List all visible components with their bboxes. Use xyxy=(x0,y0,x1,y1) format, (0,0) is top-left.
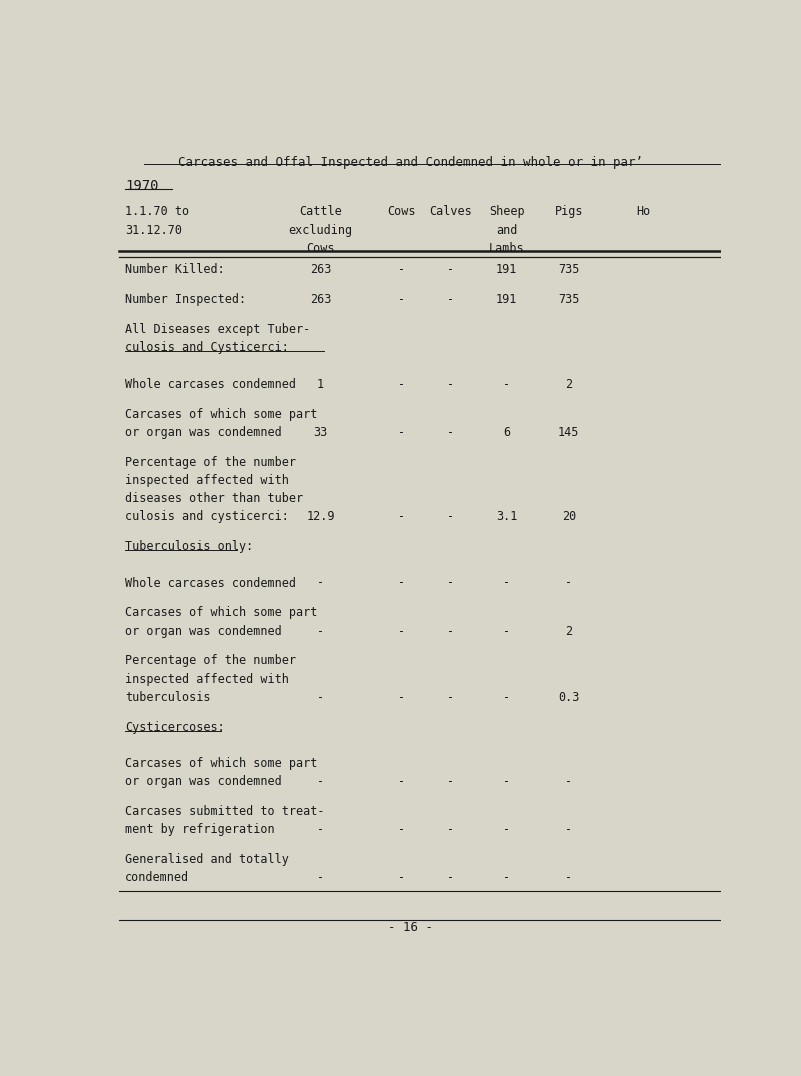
Text: -: - xyxy=(447,510,454,523)
Text: 33: 33 xyxy=(313,426,328,439)
Text: -: - xyxy=(566,823,573,836)
Text: -: - xyxy=(503,624,510,638)
Text: -: - xyxy=(503,823,510,836)
Text: -: - xyxy=(397,264,405,277)
Text: -: - xyxy=(503,776,510,789)
Text: Cows: Cows xyxy=(387,206,416,218)
Text: 1.1.70 to: 1.1.70 to xyxy=(125,206,189,218)
Text: inspected affected with: inspected affected with xyxy=(125,473,289,486)
Text: -: - xyxy=(397,823,405,836)
Text: Carcases of which some part: Carcases of which some part xyxy=(125,607,317,620)
Text: 31.12.70: 31.12.70 xyxy=(125,224,182,237)
Text: -: - xyxy=(317,624,324,638)
Text: Whole carcases condemned: Whole carcases condemned xyxy=(125,378,296,391)
Text: -: - xyxy=(447,426,454,439)
Text: Tuberculosis only:: Tuberculosis only: xyxy=(125,540,253,553)
Text: -: - xyxy=(397,691,405,704)
Text: tuberculosis: tuberculosis xyxy=(125,691,211,704)
Text: -: - xyxy=(397,510,405,523)
Text: -: - xyxy=(397,426,405,439)
Text: -: - xyxy=(447,577,454,590)
Text: -: - xyxy=(447,264,454,277)
Text: Percentage of the number: Percentage of the number xyxy=(125,455,296,468)
Text: 145: 145 xyxy=(558,426,579,439)
Text: or organ was condemned: or organ was condemned xyxy=(125,624,282,638)
Text: -: - xyxy=(447,624,454,638)
Text: -: - xyxy=(503,577,510,590)
Text: -: - xyxy=(566,577,573,590)
Text: 3.1: 3.1 xyxy=(496,510,517,523)
Text: 735: 735 xyxy=(558,264,579,277)
Text: 191: 191 xyxy=(496,264,517,277)
Text: ment by refrigeration: ment by refrigeration xyxy=(125,823,275,836)
Text: 735: 735 xyxy=(558,293,579,307)
Text: culosis and cysticerci:: culosis and cysticerci: xyxy=(125,510,289,523)
Text: Percentage of the number: Percentage of the number xyxy=(125,654,296,667)
Text: Calves: Calves xyxy=(429,206,473,218)
Text: -: - xyxy=(397,577,405,590)
Text: -: - xyxy=(447,293,454,307)
Text: -: - xyxy=(566,776,573,789)
Text: -: - xyxy=(447,691,454,704)
Text: Cattle: Cattle xyxy=(299,206,342,218)
Text: -: - xyxy=(447,872,454,884)
Text: 20: 20 xyxy=(562,510,576,523)
Text: -: - xyxy=(397,776,405,789)
Text: or organ was condemned: or organ was condemned xyxy=(125,426,282,439)
Text: -: - xyxy=(503,691,510,704)
Text: excluding: excluding xyxy=(288,224,352,237)
Text: Cysticercoses:: Cysticercoses: xyxy=(125,721,225,734)
Text: -: - xyxy=(397,293,405,307)
Text: 1970: 1970 xyxy=(125,179,159,193)
Text: -: - xyxy=(503,872,510,884)
Text: Lambs: Lambs xyxy=(489,242,525,255)
Text: -: - xyxy=(397,624,405,638)
Text: and: and xyxy=(496,224,517,237)
Text: Generalised and totally: Generalised and totally xyxy=(125,853,289,866)
Text: All Diseases except Tuber-: All Diseases except Tuber- xyxy=(125,323,310,336)
Text: 0.3: 0.3 xyxy=(558,691,579,704)
Text: Cows: Cows xyxy=(306,242,335,255)
Text: Carcases submitted to treat-: Carcases submitted to treat- xyxy=(125,805,324,818)
Text: 263: 263 xyxy=(310,264,331,277)
Text: -: - xyxy=(397,378,405,391)
Text: 2: 2 xyxy=(566,624,573,638)
Text: -: - xyxy=(397,872,405,884)
Text: 263: 263 xyxy=(310,293,331,307)
Text: Whole carcases condemned: Whole carcases condemned xyxy=(125,577,296,590)
Text: -: - xyxy=(317,776,324,789)
Text: -: - xyxy=(447,378,454,391)
Text: 2: 2 xyxy=(566,378,573,391)
Text: 1: 1 xyxy=(317,378,324,391)
Text: -: - xyxy=(447,823,454,836)
Text: Carcases and Offal Inspected and Condemned in whole or in par’: Carcases and Offal Inspected and Condemn… xyxy=(178,156,643,169)
Text: -: - xyxy=(317,577,324,590)
Text: or organ was condemned: or organ was condemned xyxy=(125,776,282,789)
Text: diseases other than tuber: diseases other than tuber xyxy=(125,492,303,505)
Text: Carcases of which some part: Carcases of which some part xyxy=(125,758,317,770)
Text: Pigs: Pigs xyxy=(554,206,583,218)
Text: Carcases of which some part: Carcases of which some part xyxy=(125,408,317,421)
Text: Sheep: Sheep xyxy=(489,206,525,218)
Text: -: - xyxy=(317,691,324,704)
Text: - 16 -: - 16 - xyxy=(388,921,433,934)
Text: culosis and Cysticerci:: culosis and Cysticerci: xyxy=(125,341,289,354)
Text: 12.9: 12.9 xyxy=(306,510,335,523)
Text: inspected affected with: inspected affected with xyxy=(125,672,289,685)
Text: -: - xyxy=(566,872,573,884)
Text: Number Inspected:: Number Inspected: xyxy=(125,293,246,307)
Text: -: - xyxy=(503,378,510,391)
Text: Ho: Ho xyxy=(636,206,650,218)
Text: -: - xyxy=(447,776,454,789)
Text: Number Killed:: Number Killed: xyxy=(125,264,225,277)
Text: 191: 191 xyxy=(496,293,517,307)
Text: condemned: condemned xyxy=(125,872,189,884)
Text: 6: 6 xyxy=(503,426,510,439)
Text: -: - xyxy=(317,872,324,884)
Text: -: - xyxy=(317,823,324,836)
